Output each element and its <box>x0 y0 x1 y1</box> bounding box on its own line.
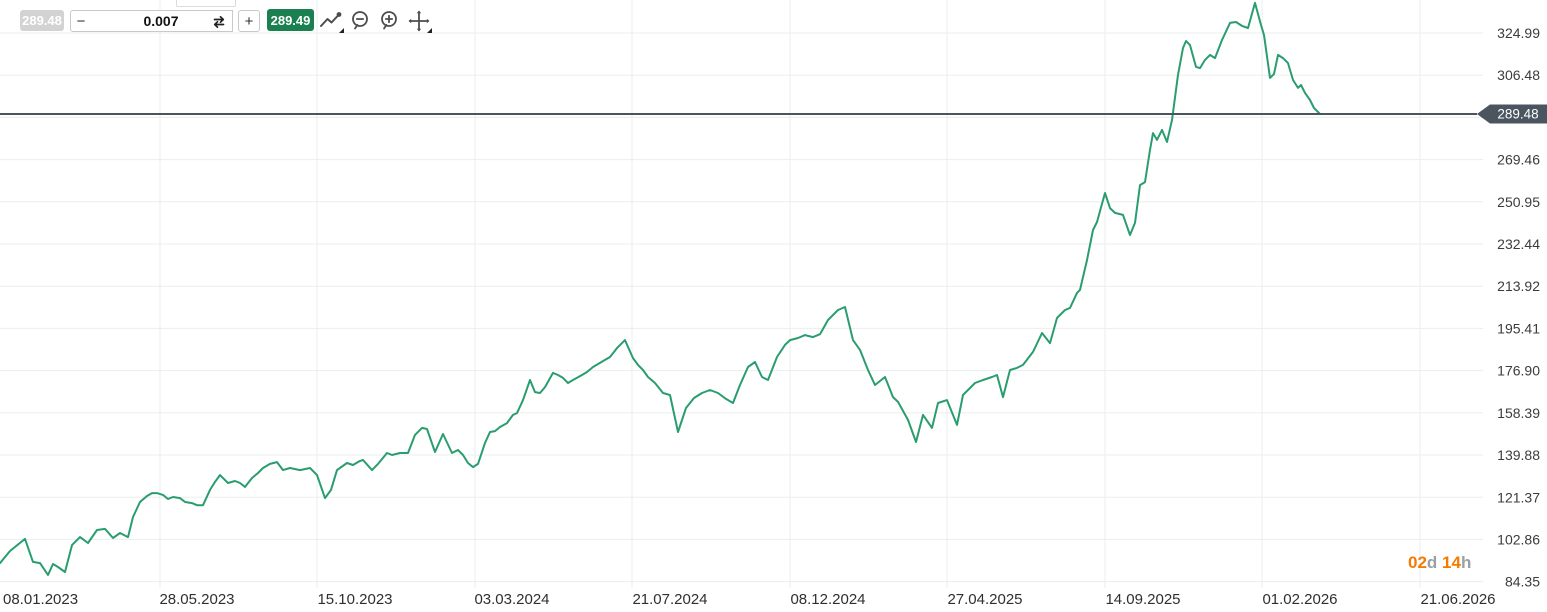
y-axis-label: 139.88 <box>1497 447 1540 463</box>
x-axis-label: 01.02.2026 <box>1262 591 1337 608</box>
y-axis-label: 324.99 <box>1497 25 1540 41</box>
y-axis-label: 158.39 <box>1497 405 1540 421</box>
countdown-days-unit: d <box>1426 553 1438 572</box>
x-axis-label: 21.07.2024 <box>632 591 707 608</box>
x-axis-label: 08.12.2024 <box>790 591 865 608</box>
expiry-countdown: 02d 14h <box>1408 553 1484 573</box>
y-axis-label: 84.35 <box>1505 574 1540 590</box>
y-axis-label: 269.46 <box>1497 152 1540 168</box>
x-axis-label: 21.06.2026 <box>1420 591 1495 608</box>
y-axis-label: 121.37 <box>1497 489 1540 505</box>
x-axis-label: 14.09.2025 <box>1105 591 1180 608</box>
x-axis-label: 15.10.2023 <box>317 591 392 608</box>
countdown-days: 02 <box>1408 553 1427 572</box>
quantity-decrease-button[interactable]: − <box>70 10 92 32</box>
chart-style-button[interactable] <box>318 8 344 34</box>
y-axis-label: 306.48 <box>1497 67 1540 83</box>
countdown-hours-unit: h <box>1460 553 1472 572</box>
zoom-out-icon <box>348 11 374 37</box>
line-chart-icon <box>318 12 344 37</box>
chart-toolbar: 289.48 − + 289.49 <box>0 0 1547 42</box>
price-series-line <box>0 1 1321 576</box>
chevron-corner-icon <box>339 28 344 33</box>
zoom-in-button[interactable] <box>377 8 403 34</box>
quantity-input[interactable] <box>109 12 213 30</box>
clipped-popup-edge <box>176 0 236 7</box>
pan-move-icon <box>406 10 432 37</box>
y-axis-label: 102.86 <box>1497 532 1540 548</box>
y-axis-label: 213.92 <box>1497 278 1540 294</box>
y-axis-label: 232.44 <box>1497 236 1540 252</box>
quantity-stepper <box>91 10 233 32</box>
buy-price-badge[interactable]: 289.49 <box>267 9 314 31</box>
chevron-corner-icon <box>427 28 432 33</box>
x-axis-label: 03.03.2024 <box>474 591 549 608</box>
x-axis-label: 28.05.2023 <box>159 591 234 608</box>
x-axis-label: 27.04.2025 <box>947 591 1022 608</box>
sell-price-badge[interactable]: 289.48 <box>20 10 64 31</box>
current-price-tag <box>1477 104 1547 124</box>
pan-tool-button[interactable] <box>406 8 432 34</box>
zoom-out-button[interactable] <box>348 8 374 34</box>
x-axis-label: 08.01.2023 <box>3 591 78 608</box>
y-axis-label: 195.41 <box>1497 320 1540 336</box>
y-axis-label: 250.95 <box>1497 194 1540 210</box>
quantity-increase-button[interactable]: + <box>238 10 260 32</box>
zoom-in-icon <box>377 11 403 37</box>
swap-arrows-icon[interactable] <box>210 13 228 31</box>
y-axis-label: 176.90 <box>1497 363 1540 379</box>
current-price-tag-label: 289.48 <box>1497 106 1538 121</box>
countdown-hours: 14 <box>1442 553 1461 572</box>
